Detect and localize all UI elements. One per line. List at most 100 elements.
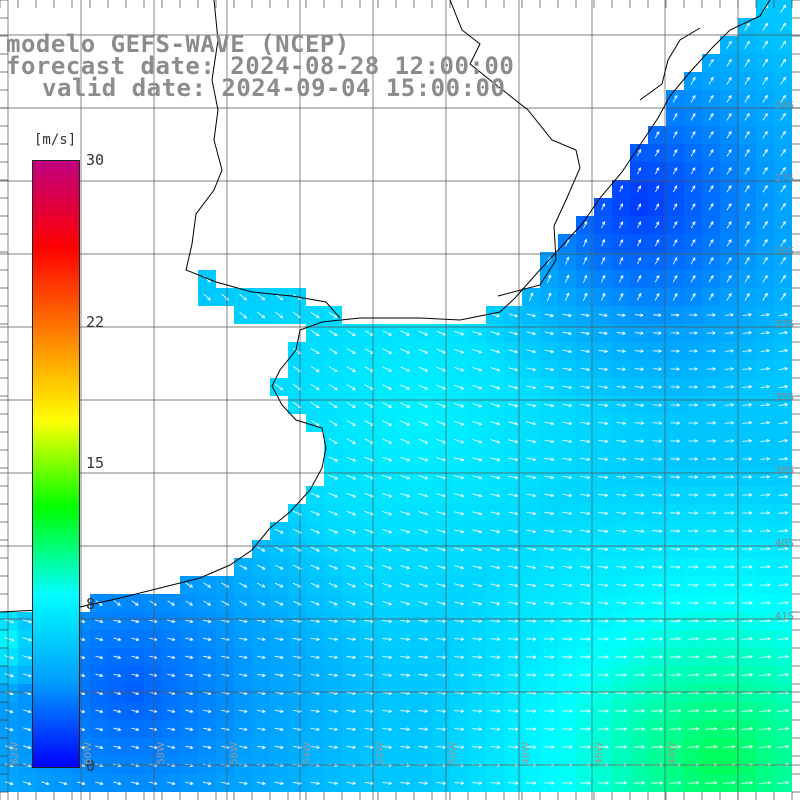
wind-arrow [651, 637, 664, 641]
wind-arrow [687, 781, 700, 785]
wind-arrow [526, 493, 537, 498]
wind-arrow [544, 331, 555, 336]
wind-arrow [167, 745, 176, 750]
wind-arrow [131, 709, 140, 714]
wind-arrow [364, 655, 375, 660]
wind-arrow [346, 781, 357, 786]
wind-arrow [436, 601, 447, 606]
wind-arrow [257, 582, 266, 588]
wind-arrow [651, 619, 664, 623]
wind-arrow [562, 439, 573, 444]
wind-arrow [760, 493, 771, 497]
wind-arrow [526, 475, 537, 480]
wind-arrow [724, 385, 735, 389]
wind-arrow [708, 221, 714, 229]
wind-arrow [346, 673, 357, 678]
forecast-date: forecast date: 2024-08-28 12:00:00 [6, 52, 515, 80]
wind-arrow [328, 438, 338, 445]
wind-arrow [382, 510, 393, 516]
wind-arrow [310, 600, 320, 606]
wind-arrow [418, 727, 429, 731]
wind-arrow [690, 76, 696, 85]
wind-arrow [780, 58, 786, 67]
wind-arrow [203, 293, 211, 301]
wind-arrow [525, 727, 537, 731]
wind-arrow [238, 709, 248, 714]
wind-arrow [95, 673, 104, 678]
wind-arrow [561, 655, 573, 659]
wind-arrow [310, 510, 321, 516]
wind-arrow [400, 384, 411, 390]
wind-arrow [454, 781, 465, 785]
wind-arrow [490, 511, 501, 516]
wind-arrow [185, 727, 194, 732]
wind-arrow [364, 781, 375, 786]
wind-arrow [508, 565, 519, 570]
wind-arrow [618, 292, 624, 301]
wind-arrow [526, 331, 537, 336]
wind-arrow [579, 655, 591, 659]
wind-arrow [742, 565, 753, 569]
wind-arrow [672, 185, 678, 193]
wind-arrow [544, 583, 555, 588]
wind-arrow [203, 691, 212, 696]
wind-arrow [580, 457, 591, 462]
wind-arrow [705, 745, 718, 749]
wind-arrow [490, 727, 501, 731]
wind-arrow [688, 547, 699, 551]
wind-arrow [257, 311, 266, 319]
wind-arrow [239, 293, 248, 301]
wind-arrow [601, 256, 606, 265]
wind-arrow [472, 475, 483, 480]
wind-arrow [328, 727, 339, 732]
wind-arrow [256, 745, 266, 750]
wind-arrow [706, 367, 717, 371]
wind-arrow [762, 292, 768, 301]
wind-arrow [547, 292, 552, 302]
wind-arrow [238, 745, 248, 750]
wind-arrow [400, 637, 411, 641]
wind-arrow [490, 493, 501, 498]
wind-arrow [759, 672, 772, 677]
wind-arrow [760, 402, 771, 407]
wind-arrow [762, 94, 768, 103]
wind-arrow [436, 709, 447, 713]
wind-arrow [652, 457, 663, 461]
wind-arrow [310, 402, 320, 409]
wind-arrow [562, 403, 573, 408]
wind-arrow [742, 367, 753, 371]
wind-arrow [310, 637, 321, 642]
wind-arrow [597, 781, 610, 785]
wind-arrow [759, 744, 772, 749]
wind-arrow [634, 439, 645, 443]
wind-arrow [418, 348, 429, 354]
wind-arrow [418, 565, 429, 570]
wind-arrow [600, 274, 606, 283]
wind-arrow [726, 76, 732, 85]
wind-arrow [490, 655, 501, 659]
wind-arrow [562, 637, 573, 641]
wind-arrow [634, 421, 645, 425]
wind-arrow [382, 456, 393, 462]
wind-arrow [634, 493, 645, 497]
colorbar-tick-0: 0 [86, 757, 96, 775]
wind-arrow [598, 403, 609, 408]
wind-arrow [762, 148, 768, 157]
wind-arrow [670, 331, 680, 335]
wind-arrow [670, 565, 681, 569]
wind-arrow [274, 546, 284, 552]
wind-arrows [4, 4, 790, 786]
wind-arrow [382, 402, 393, 408]
wind-arrow [778, 475, 789, 479]
wind-arrow [670, 547, 681, 551]
wind-arrow [565, 256, 570, 265]
wind-arrow [708, 94, 714, 103]
wind-arrow [634, 403, 645, 407]
wind-arrow [131, 655, 140, 660]
wind-arrow [418, 637, 429, 641]
wind-arrow [598, 457, 609, 462]
wind-arrow [95, 637, 104, 642]
wind-arrow [202, 781, 212, 786]
wind-arrow [726, 238, 732, 247]
wind-arrow [760, 366, 771, 371]
